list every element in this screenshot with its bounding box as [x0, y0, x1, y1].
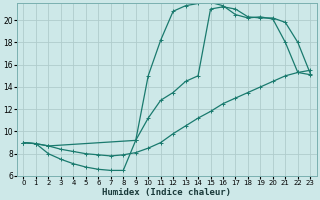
X-axis label: Humidex (Indice chaleur): Humidex (Indice chaleur)	[102, 188, 231, 197]
